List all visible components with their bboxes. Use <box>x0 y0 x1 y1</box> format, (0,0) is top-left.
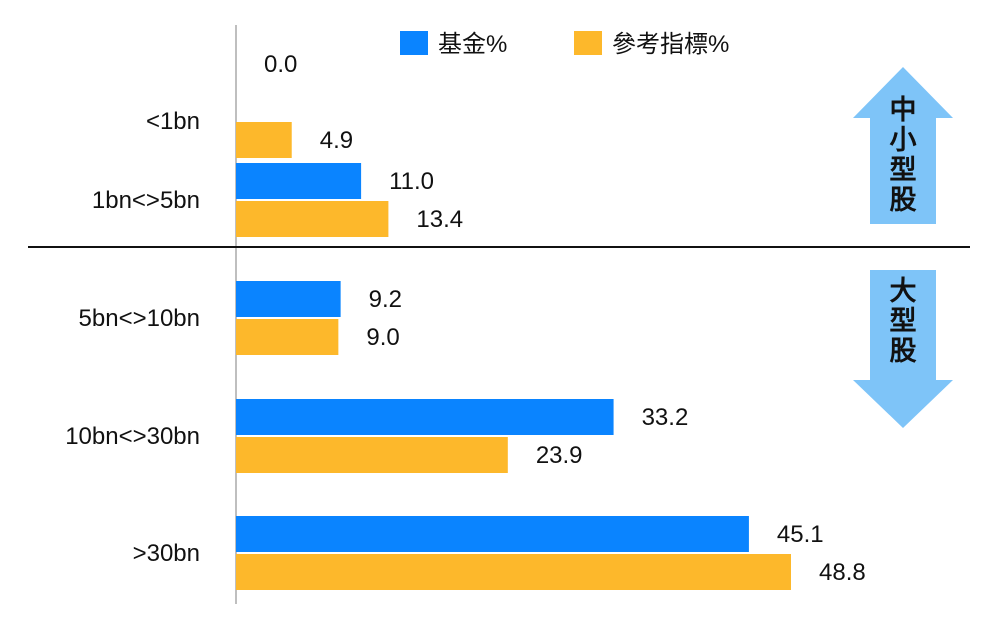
data-label: 0.0 <box>264 51 297 78</box>
legend-swatch <box>400 31 428 55</box>
data-label: 13.4 <box>416 206 463 233</box>
category-label: 5bn<>10bn <box>79 305 200 332</box>
data-label: 48.8 <box>819 559 866 586</box>
category-label: 10bn<>30bn <box>65 423 200 450</box>
bar-benchmark <box>236 437 508 473</box>
annotation-char: 型 <box>890 155 917 185</box>
annotation-char: 股 <box>890 336 917 366</box>
bar-benchmark <box>236 554 791 590</box>
bar-fund <box>236 399 614 435</box>
data-label: 11.0 <box>389 168 434 195</box>
category-label: >30bn <box>133 540 200 567</box>
data-label: 9.0 <box>366 324 399 351</box>
bar-benchmark <box>236 201 389 237</box>
down-arrow-icon <box>853 270 953 428</box>
bar-fund <box>236 281 341 317</box>
category-label: 1bn<>5bn <box>92 187 200 214</box>
annotation-char: 股 <box>890 185 917 215</box>
legend-swatch <box>574 31 602 55</box>
annotation-char: 中 <box>890 95 917 125</box>
legend-label: 參考指標% <box>612 31 729 58</box>
data-label: 9.2 <box>369 286 402 313</box>
bar-fund <box>236 163 362 199</box>
data-label: 23.9 <box>536 442 583 469</box>
data-label: 4.9 <box>320 127 353 154</box>
category-label: <1bn <box>146 108 200 135</box>
bar-benchmark <box>236 122 292 158</box>
annotation-char: 大 <box>890 276 917 306</box>
up-arrow-icon <box>853 67 953 224</box>
annotation-char: 型 <box>890 306 917 336</box>
legend-label: 基金% <box>438 31 507 58</box>
bar-fund <box>236 516 749 552</box>
data-label: 45.1 <box>777 521 824 548</box>
annotation-char: 小 <box>890 125 917 155</box>
bar-benchmark <box>236 319 339 355</box>
data-label: 33.2 <box>642 404 689 431</box>
